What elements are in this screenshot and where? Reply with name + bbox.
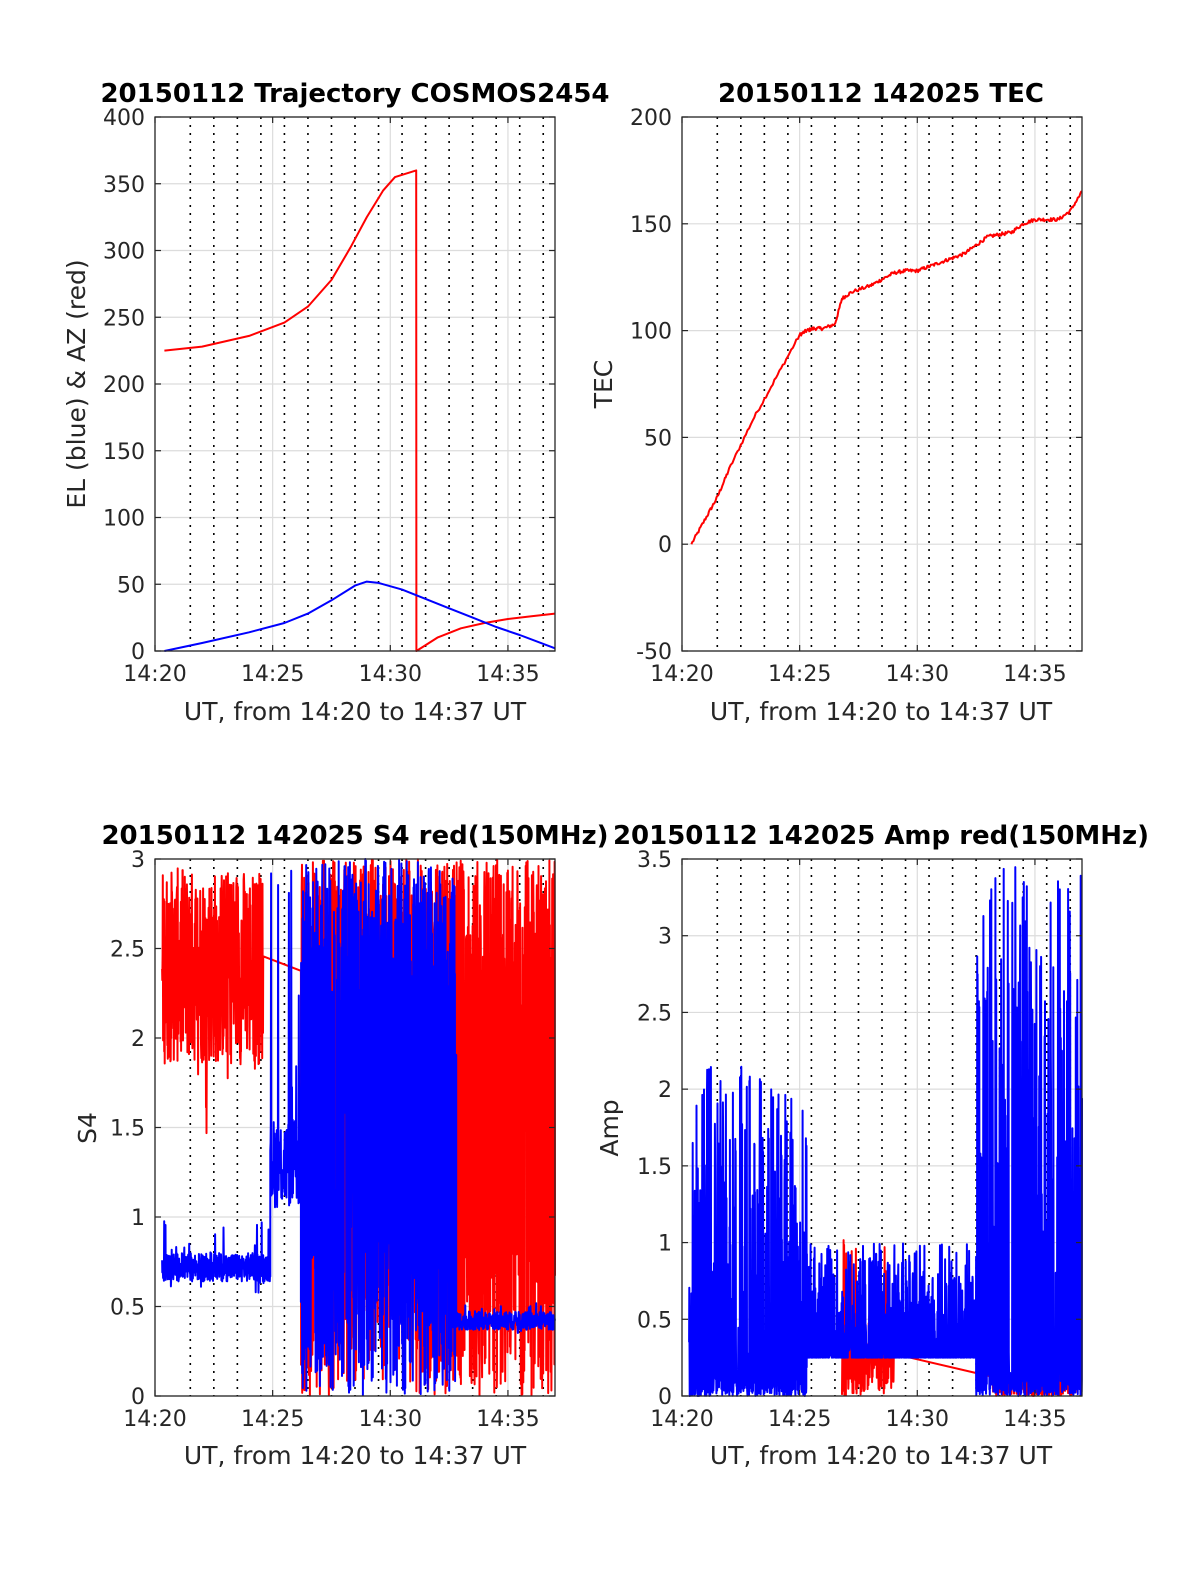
x-axis-label: UT, from 14:20 to 14:37 UT <box>184 1441 527 1470</box>
axis-ticks: 0 50 100 150 200 250 300 350 400 14:20 14:25 14:30 1… <box>103 106 555 687</box>
x-tick-label: 14:20 <box>650 1407 713 1432</box>
y-tick-label: 50 <box>644 426 672 451</box>
x-axis-label: UT, from 14:20 to 14:37 UT <box>710 1441 1053 1470</box>
x-tick-label: 14:25 <box>768 662 831 687</box>
axis-ticks: 0 0.5 1 1.5 2 2.5 3 3.5 14:20 14:25 14:30 14:35 <box>637 848 1082 1432</box>
series-layer <box>164 169 556 652</box>
x-tick-label: 14:20 <box>650 662 713 687</box>
x-tick-label: 14:30 <box>886 1407 949 1432</box>
s4-panel: 20150112 142025 S4 red(150MHz) 0 0.5 1 1.5 2… <box>73 821 609 1470</box>
series-line-red <box>164 169 556 652</box>
chart-title: 20150112 142025 TEC <box>718 79 1044 109</box>
y-tick-label: 0 <box>658 1385 672 1410</box>
y-tick-label: 3 <box>658 925 672 950</box>
axis-ticks: 0 0.5 1 1.5 2 2.5 3 14:20 14:25 14:30 14:35 <box>110 848 555 1432</box>
x-tick-label: 14:35 <box>476 662 539 687</box>
x-tick-label: 14:35 <box>1003 662 1066 687</box>
y-axis-label: EL (blue) & AZ (red) <box>62 259 91 508</box>
y-tick-label: 0.5 <box>110 1296 145 1321</box>
y-axis-label: S4 <box>73 1112 102 1144</box>
x-tick-label: 14:35 <box>1003 1407 1066 1432</box>
x-tick-label: 14:35 <box>476 1407 539 1432</box>
chart-title: 20150112 142025 S4 red(150MHz) <box>101 821 608 851</box>
y-tick-label: 200 <box>630 106 672 131</box>
axis-ticks: -50 0 50 100 150 200 14:20 14:25 14:30 14:35 <box>630 106 1082 687</box>
x-tick-label: 14:30 <box>886 662 949 687</box>
y-tick-label: 1.5 <box>110 1117 145 1142</box>
y-axis-label: Amp <box>595 1099 624 1156</box>
tec-panel: 20150112 142025 TEC -50 0 50 100 150 200 14:20… <box>589 79 1083 726</box>
x-tick-label: 14:30 <box>359 1407 422 1432</box>
y-tick-label: 0 <box>131 640 145 665</box>
y-tick-label: 150 <box>630 213 672 238</box>
x-axis-label: UT, from 14:20 to 14:37 UT <box>710 697 1053 726</box>
y-tick-label: 150 <box>103 440 145 465</box>
series-layer <box>690 190 1083 545</box>
y-tick-label: 3 <box>131 848 145 873</box>
y-tick-label: 50 <box>117 573 145 598</box>
y-tick-label: 1.5 <box>637 1155 672 1180</box>
y-tick-label: 100 <box>103 507 145 532</box>
y-tick-label: 0 <box>131 1385 145 1410</box>
y-tick-label: 300 <box>103 240 145 265</box>
grid <box>154 116 555 652</box>
series-line-blue <box>164 580 556 652</box>
y-tick-label: 2 <box>131 1027 145 1052</box>
x-tick-label: 14:30 <box>359 662 422 687</box>
y-tick-label: 1 <box>131 1206 145 1231</box>
x-tick-label: 14:20 <box>123 1407 186 1432</box>
y-tick-label: 3.5 <box>637 848 672 873</box>
x-tick-label: 14:20 <box>123 662 186 687</box>
y-tick-label: 2.5 <box>110 938 145 963</box>
grid <box>681 116 1082 652</box>
x-tick-label: 14:25 <box>241 662 304 687</box>
series-line-red <box>690 190 1083 545</box>
y-tick-label: 1 <box>658 1232 672 1257</box>
chart-title: 20150112 Trajectory COSMOS2454 <box>100 79 609 109</box>
y-tick-label: 350 <box>103 173 145 198</box>
y-tick-label: 250 <box>103 306 145 331</box>
y-tick-label: 2 <box>658 1078 672 1103</box>
y-tick-label: 400 <box>103 106 145 131</box>
y-tick-label: -50 <box>636 640 672 665</box>
series-line-blue <box>688 866 1083 1397</box>
y-tick-label: 0 <box>658 533 672 558</box>
series-layer <box>688 866 1083 1397</box>
y-tick-label: 0.5 <box>637 1308 672 1333</box>
plot-frame <box>681 116 1083 652</box>
y-tick-label: 2.5 <box>637 1001 672 1026</box>
amp-panel: 20150112 142025 Amp red(150MHz) 0 0.5 1 1.5… <box>595 821 1149 1470</box>
y-axis-label: TEC <box>589 360 618 410</box>
x-axis-label: UT, from 14:20 to 14:37 UT <box>184 697 527 726</box>
x-tick-label: 14:25 <box>768 1407 831 1432</box>
x-tick-label: 14:25 <box>241 1407 304 1432</box>
series-layer <box>161 858 556 1397</box>
series-line-blue <box>161 858 556 1397</box>
plot-frame <box>681 858 1083 1397</box>
y-tick-label: 200 <box>103 373 145 398</box>
chart-title: 20150112 142025 Amp red(150MHz) <box>613 821 1149 851</box>
y-tick-label: 100 <box>630 320 672 345</box>
trajectory-panel: 20150112 Trajectory COSMOS2454 0 50 100 150… <box>62 79 610 726</box>
